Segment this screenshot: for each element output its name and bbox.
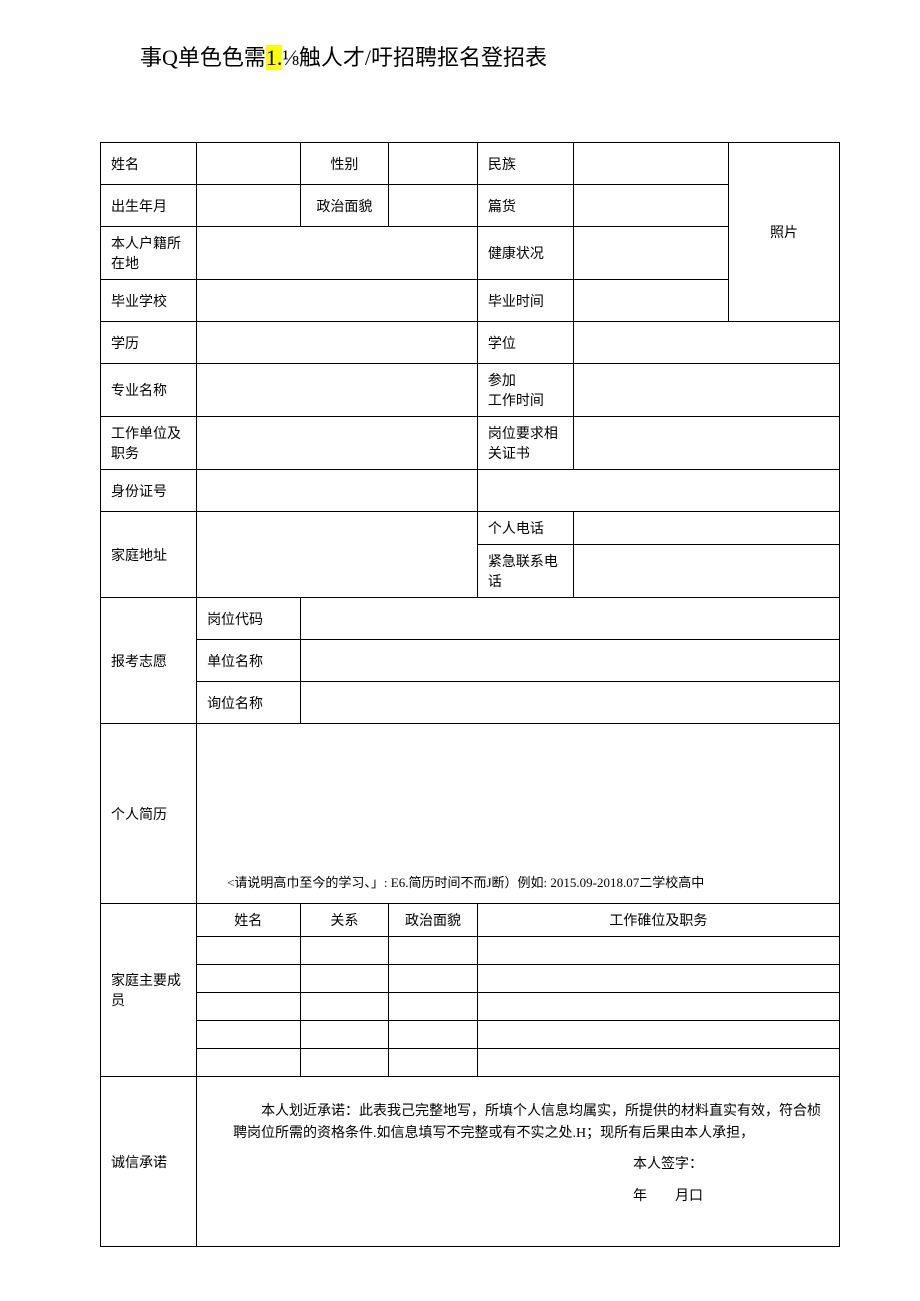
table-row bbox=[300, 1049, 389, 1077]
title-pre: 事Q单色色需 bbox=[140, 45, 266, 70]
label-famwork: 工作碓位及职务 bbox=[477, 904, 839, 937]
label-emergency: 紧急联系电话 bbox=[477, 545, 573, 598]
field-political bbox=[389, 185, 478, 227]
table-row bbox=[197, 993, 300, 1021]
table-row bbox=[389, 1021, 478, 1049]
label-homeaddr: 家庭地址 bbox=[101, 512, 197, 598]
label-unitname: 单位名称 bbox=[197, 640, 300, 682]
table-row bbox=[300, 965, 389, 993]
field-workstart bbox=[573, 364, 839, 417]
field-degree bbox=[573, 322, 839, 364]
table-row bbox=[389, 937, 478, 965]
photo-cell: 照片 bbox=[729, 143, 840, 322]
label-pledge: 诚信承诺 bbox=[101, 1077, 197, 1247]
registration-form-table: 姓名 性别 民族 照片 出生年月 政治面貌 篇货 本人户籍所在地 健康状况 毕业… bbox=[100, 142, 840, 1247]
label-family: 家庭主要成员 bbox=[101, 904, 197, 1077]
field-workunit bbox=[197, 417, 478, 470]
field-homeaddr bbox=[197, 512, 478, 598]
label-health: 健康状况 bbox=[477, 227, 573, 280]
field-poscode bbox=[300, 598, 840, 640]
table-row bbox=[300, 1021, 389, 1049]
field-resume: <请说明高巾至今的学习、」: E6.简历时间不而J断）例如: 2015.09-2… bbox=[197, 724, 840, 904]
label-phone: 个人电话 bbox=[477, 512, 573, 545]
table-row bbox=[477, 1049, 839, 1077]
field-idnum-ext bbox=[477, 470, 839, 512]
label-hukou: 本人户籍所在地 bbox=[101, 227, 197, 280]
field-idnum bbox=[197, 470, 478, 512]
table-row bbox=[477, 965, 839, 993]
field-health bbox=[573, 227, 728, 280]
page-title: 事Q单色色需1.⅛触人才/吁招聘抠名登招表 bbox=[140, 40, 840, 72]
label-birth: 出生年月 bbox=[101, 185, 197, 227]
label-resume: 个人简历 bbox=[101, 724, 197, 904]
table-row bbox=[300, 993, 389, 1021]
table-row bbox=[197, 1049, 300, 1077]
label-marital: 篇货 bbox=[477, 185, 573, 227]
table-row bbox=[477, 993, 839, 1021]
label-gradschool: 毕业学校 bbox=[101, 280, 197, 322]
title-post: ⅛触人才/吁招聘抠名登招表 bbox=[282, 45, 547, 70]
table-row bbox=[197, 1021, 300, 1049]
pledge-text: 本人划近承诺：此表我己完整地写，所填个人信息均属实，所提供的材料直实有效，符合桢… bbox=[233, 1101, 823, 1146]
resume-hint: <请说明高巾至今的学习、」: E6.简历时间不而J断）例如: 2015.09-2… bbox=[227, 872, 809, 891]
table-row bbox=[389, 1049, 478, 1077]
label-applywish: 报考志愿 bbox=[101, 598, 197, 724]
label-gradtime: 毕业时间 bbox=[477, 280, 573, 322]
field-hukou bbox=[197, 227, 478, 280]
label-famrelation: 关系 bbox=[300, 904, 389, 937]
table-row bbox=[300, 937, 389, 965]
table-row bbox=[389, 965, 478, 993]
field-emergency bbox=[573, 545, 839, 598]
pledge-cell: 本人划近承诺：此表我己完整地写，所填个人信息均属实，所提供的材料直实有效，符合桢… bbox=[197, 1077, 840, 1247]
label-degree: 学位 bbox=[477, 322, 573, 364]
field-unitname bbox=[300, 640, 840, 682]
label-gender: 性别 bbox=[300, 143, 389, 185]
label-workunit: 工作单位及职务 bbox=[101, 417, 197, 470]
field-name bbox=[197, 143, 300, 185]
label-major: 专业名称 bbox=[101, 364, 197, 417]
label-idnum: 身份证号 bbox=[101, 470, 197, 512]
label-fampolitical: 政治面貌 bbox=[389, 904, 478, 937]
field-marital bbox=[573, 185, 728, 227]
field-gender bbox=[389, 143, 478, 185]
table-row bbox=[477, 937, 839, 965]
label-workstart: 参加 工作时间 bbox=[477, 364, 573, 417]
label-education: 学历 bbox=[101, 322, 197, 364]
label-famname: 姓名 bbox=[197, 904, 300, 937]
label-ethnicity: 民族 bbox=[477, 143, 573, 185]
table-row bbox=[477, 1021, 839, 1049]
field-major bbox=[197, 364, 478, 417]
field-posname bbox=[300, 682, 840, 724]
field-gradschool bbox=[197, 280, 478, 322]
pledge-sign: 本人签字： bbox=[233, 1154, 823, 1176]
label-name: 姓名 bbox=[101, 143, 197, 185]
table-row bbox=[197, 937, 300, 965]
label-jobcert: 岗位要求相关证书 bbox=[477, 417, 573, 470]
label-posname: 询位名称 bbox=[197, 682, 300, 724]
field-education bbox=[197, 322, 478, 364]
title-hl: 1. bbox=[266, 45, 283, 70]
pledge-date: 年 月口 bbox=[233, 1186, 823, 1208]
field-gradtime bbox=[573, 280, 728, 322]
label-poscode: 岗位代码 bbox=[197, 598, 300, 640]
table-row bbox=[197, 965, 300, 993]
field-jobcert bbox=[573, 417, 839, 470]
field-phone bbox=[573, 512, 839, 545]
field-ethnicity bbox=[573, 143, 728, 185]
table-row bbox=[389, 993, 478, 1021]
label-political: 政治面貌 bbox=[300, 185, 389, 227]
field-birth bbox=[197, 185, 300, 227]
